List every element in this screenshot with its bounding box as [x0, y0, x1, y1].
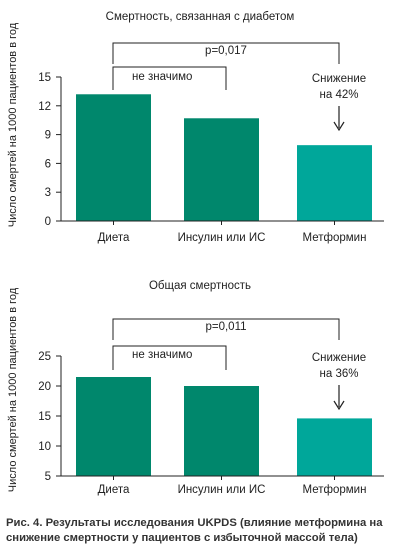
chart2-y-tick-label: 25 [38, 351, 51, 363]
chart2-bar-2 [184, 386, 259, 476]
chart1-bar-3 [297, 145, 372, 221]
chart2-bracket-p-value [112, 318, 340, 340]
chart1-bar-2 [184, 118, 259, 221]
figure-canvas: Смертность, связанная с диабетом Число см… [7, 11, 384, 496]
chart1-y-axis-label: Число смертей на 1000 пациентов в год [7, 22, 19, 227]
chart1-bracket-not-significant [112, 66, 227, 90]
chart1-annotation-line-2: на 42% [320, 89, 359, 101]
chart2-y-tick-label: 10 [38, 441, 51, 453]
chart2-y-tick-label: 5 [45, 471, 51, 483]
chart1-bracket-p-value-label: p=0,017 [205, 45, 247, 57]
chart2-title: Общая смертность [149, 280, 251, 292]
chart1-annotation-line-1: Снижение [312, 73, 366, 85]
chart2-bar-1 [76, 377, 151, 476]
figure-caption: Рис. 4. Результаты исследования UKPDS (в… [6, 517, 383, 544]
chart1-y-tick-label: 0 [45, 216, 51, 228]
chart2-bar-3 [297, 418, 372, 476]
chart2-x-tick-label: Метформин [303, 484, 367, 496]
chart1-y-tick-label: 6 [45, 158, 51, 170]
chart2-bracket-not-significant [112, 345, 227, 370]
chart1-y-tick-label: 9 [45, 130, 51, 142]
chart1-x-tick-label: Инсулин или ИС [178, 232, 266, 244]
chart1-bracket-p-value [112, 42, 340, 64]
chart1-bracket-not-significant-label: не значимо [132, 71, 192, 83]
chart1-x-tick-label: Диета [98, 232, 130, 244]
chart1-y-tick-label: 12 [38, 101, 51, 113]
chart2-annotation-line-1: Снижение [312, 352, 366, 364]
chart1-y-tick-label: 15 [38, 72, 51, 84]
chart1-bar-1 [76, 94, 151, 221]
chart2-bracket-p-value-label: p=0,011 [205, 321, 246, 333]
chart2-bracket-not-significant-label: не значимо [132, 349, 192, 361]
chart2-y-tick-label: 20 [38, 381, 51, 393]
chart2-x-tick-label: Инсулин или ИС [178, 484, 266, 496]
chart2-arrow-head-icon [333, 400, 345, 411]
chart1-x-tick-label: Метформин [303, 232, 367, 244]
chart1-y-tick-label: 3 [45, 187, 51, 199]
chart1-arrow-head-icon [333, 121, 345, 132]
chart2-x-tick-label: Диета [98, 484, 130, 496]
chart2-annotation-line-2: на 36% [320, 368, 359, 380]
chart1-title: Смертность, связанная с диабетом [106, 11, 295, 23]
chart2-y-axis-label: Число смертей на 1000 пациентов в год [7, 287, 19, 492]
chart2-y-tick-label: 15 [38, 411, 51, 423]
